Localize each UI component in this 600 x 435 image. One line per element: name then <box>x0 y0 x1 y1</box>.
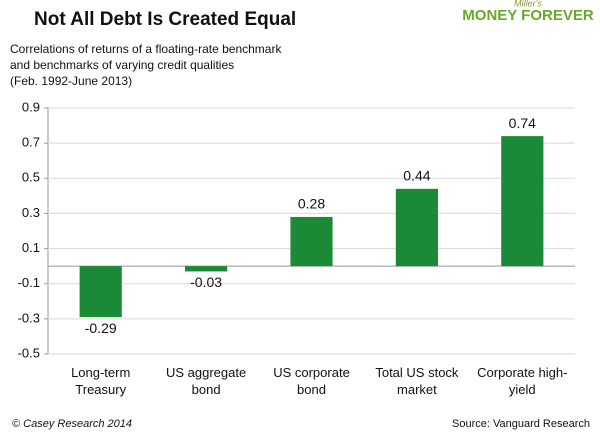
y-tick-label: -0.1 <box>18 275 40 290</box>
y-tick-label: -0.5 <box>18 345 40 360</box>
value-label: 0.44 <box>403 168 430 184</box>
y-tick-label: 0.1 <box>22 240 40 255</box>
x-tick-label: Corporate high-yield <box>477 365 568 397</box>
subtitle: Correlations of returns of a floating-ra… <box>10 42 282 56</box>
bar <box>501 136 544 267</box>
value-label: -0.29 <box>85 320 117 336</box>
value-label: 0.74 <box>509 115 536 131</box>
logo-small: Miller's <box>514 0 542 8</box>
bar <box>395 188 438 267</box>
bar <box>79 266 122 318</box>
x-tick-label: Total US stock market <box>375 365 459 397</box>
y-tick-label: 0.3 <box>22 205 40 220</box>
logo: MONEY FOREVER <box>462 7 594 24</box>
x-tick-label: US aggregate bond <box>165 365 247 397</box>
bar <box>290 216 333 267</box>
subtitle: and benchmarks of varying credit qualiti… <box>10 58 234 72</box>
y-tick-label: 0.5 <box>22 170 40 185</box>
footer-left: © Casey Research 2014 <box>12 418 132 430</box>
y-tick-label: 0.9 <box>22 99 40 114</box>
x-tick-label: US corporate bond <box>273 365 350 397</box>
y-tick-label: -0.3 <box>18 310 40 325</box>
y-tick-label: 0.7 <box>22 135 40 150</box>
value-label: -0.03 <box>190 274 222 290</box>
bar <box>185 266 228 272</box>
value-label: 0.28 <box>298 196 325 212</box>
chart-title: Not All Debt Is Created Equal <box>34 9 296 30</box>
subtitle: (Feb. 1992-June 2013) <box>10 74 132 88</box>
footer-right: Source: Vanguard Research <box>452 418 590 430</box>
x-tick-label: Long-term Treasury <box>71 365 131 397</box>
